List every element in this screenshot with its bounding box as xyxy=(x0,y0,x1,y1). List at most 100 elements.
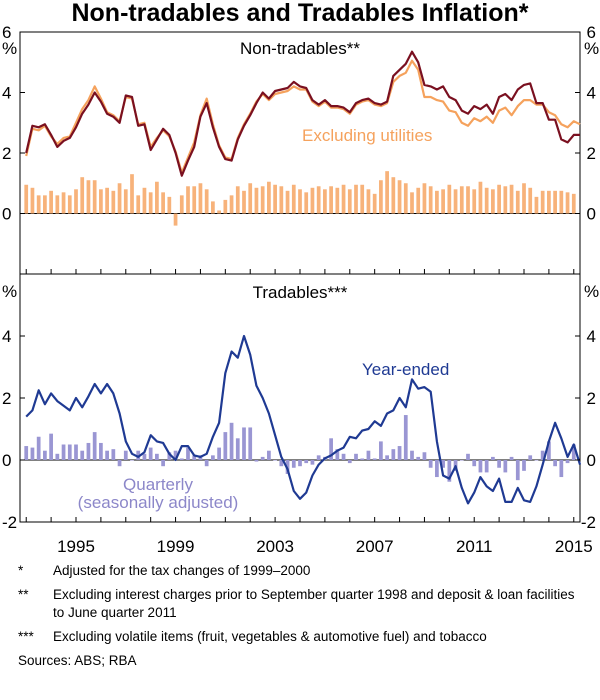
non-tradables-quarterly-bar xyxy=(279,186,284,214)
non-tradables-quarterly-bar xyxy=(74,189,78,214)
tradables-quarterly-bar xyxy=(223,432,228,460)
non-tradables-y-tick-right-0: 6 xyxy=(587,23,596,42)
non-tradables-quarterly-bar xyxy=(341,184,346,214)
non-tradables-quarterly-bar xyxy=(86,180,91,214)
non-tradables-quarterly-bar xyxy=(503,186,508,214)
x-tick-label-1999: 1999 xyxy=(157,537,195,556)
tradables-y-tick-left-2: 0 xyxy=(2,451,11,470)
non-tradables-quarterly-bar xyxy=(416,187,421,214)
tradables-panel-title: Tradables*** xyxy=(253,283,348,302)
non-tradables-panel-title: Non-tradables** xyxy=(240,39,360,58)
tradables-quarterly-bar xyxy=(515,460,520,481)
non-tradables-quarterly-bar xyxy=(360,184,365,214)
tradables-quarterly-bar xyxy=(403,415,408,460)
x-tick-label-2011: 2011 xyxy=(456,537,493,556)
non-tradables-quarterly-bar xyxy=(167,196,172,214)
tradables-quarterly-bar xyxy=(217,447,221,460)
non-tradables-quarterly-bar xyxy=(30,187,35,214)
non-tradables-quarterly-bar xyxy=(273,184,277,214)
non-tradables-quarterly-bar xyxy=(422,183,427,214)
non-tradables-quarterly-bar xyxy=(459,186,464,214)
tradables-quarterly-bar xyxy=(99,442,103,460)
non-tradables-quarterly-bar xyxy=(198,183,203,214)
tradables-panel: 4 4 2 2 0 0 -2 -2 Tradables*** % % Year-ended Q… xyxy=(2,282,599,532)
non-tradables-series-excluding-utilities-line xyxy=(25,59,581,174)
tradables-quarterly-bar xyxy=(298,460,302,467)
non-tradables-y-tick-left-2: 2 xyxy=(2,144,11,163)
quarterly-annotation: Quarterly xyxy=(123,475,193,494)
tradables-quarterly-bar xyxy=(466,453,470,460)
non-tradables-y-tick-right-2: 2 xyxy=(587,144,596,163)
bottom-left-unit-label: % xyxy=(2,282,17,301)
non-tradables-quarterly-bar xyxy=(372,193,377,214)
non-tradables-quarterly-bar xyxy=(254,187,259,214)
non-tradables-quarterly-bar xyxy=(179,195,184,214)
non-tradables-y-tick-left-0: 6 xyxy=(2,23,11,42)
tradables-quarterly-bar xyxy=(503,460,508,473)
footnote-2: ** Excluding interest charges prior to S… xyxy=(18,586,588,622)
non-tradables-quarterly-bar xyxy=(192,186,197,214)
chart-title: Non-tradables and Tradables Inflation* xyxy=(71,0,528,27)
tradables-quarterly-bar xyxy=(304,460,309,464)
tradables-quarterly-bar xyxy=(229,422,234,460)
x-tick-label-2007: 2007 xyxy=(356,537,394,556)
tradables-quarterly-bar xyxy=(509,456,514,460)
tradables-quarterly-bar xyxy=(472,460,477,467)
non-tradables-quarterly-bar xyxy=(441,189,445,214)
tradables-quarterly-bar xyxy=(254,460,259,462)
footnote-2-text: Excluding interest charges prior to Sept… xyxy=(53,587,575,620)
tradables-quarterly-bar xyxy=(86,442,91,460)
non-tradables-quarterly-bar xyxy=(547,190,551,214)
tradables-quarterly-bar xyxy=(161,460,165,467)
non-tradables-panel: 6 6 4 4 2 2 0 0 Non-tradables** % % Excluding u… xyxy=(2,23,599,226)
x-tick-label-2003: 2003 xyxy=(256,537,294,556)
tradables-quarterly-bar xyxy=(534,460,539,461)
tradables-quarterly-bar xyxy=(391,449,396,460)
non-tradables-quarterly-bar xyxy=(55,195,60,214)
tradables-quarterly-bar xyxy=(242,427,246,460)
non-tradables-quarterly-bar xyxy=(522,183,526,214)
tradables-quarterly-bar xyxy=(192,455,197,460)
tradables-quarterly-bar xyxy=(155,453,159,460)
non-tradables-quarterly-bar xyxy=(111,190,116,214)
non-tradables-series-year-ended-line xyxy=(25,50,580,177)
non-tradables-quarterly-bar xyxy=(173,213,178,226)
footnote-1: * Adjusted for the tax changes of 1999–2… xyxy=(18,562,588,580)
seasonally-adjusted-annotation: (seasonally adjusted) xyxy=(78,493,239,512)
non-tradables-y-tick-right-3: 0 xyxy=(587,205,596,224)
non-tradables-quarterly-bar xyxy=(391,177,396,214)
non-tradables-quarterly-bar xyxy=(211,201,215,214)
year-ended-annotation: Year-ended xyxy=(362,360,449,379)
non-tradables-quarterly-bar xyxy=(130,174,134,214)
tradables-quarterly-bar xyxy=(459,460,464,461)
non-tradables-y-tick-right-1: 4 xyxy=(587,84,596,103)
top-right-unit-label: % xyxy=(584,39,599,58)
non-tradables-quarterly-bar xyxy=(92,180,97,214)
tradables-quarterly-bar xyxy=(484,460,489,473)
tradables-quarterly-bar xyxy=(136,450,141,460)
tradables-quarterly-bar xyxy=(267,450,271,460)
x-axis: 1995 1999 2003 2007 2011 2015 xyxy=(25,269,593,556)
non-tradables-quarterly-bar xyxy=(316,186,321,214)
non-tradables-quarterly-bar xyxy=(117,183,122,214)
tradables-quarterly-bar xyxy=(347,460,352,464)
tradables-quarterly-bar xyxy=(372,458,377,460)
non-tradables-quarterly-bar xyxy=(229,195,234,214)
non-tradables-quarterly-bar xyxy=(323,189,327,214)
tradables-quarterly-bar xyxy=(366,450,371,460)
tradables-quarterly-bar xyxy=(123,450,128,460)
tradables-quarterly-bar xyxy=(173,450,178,460)
tradables-quarterly-bar xyxy=(447,460,452,482)
footnote-3-mark: *** xyxy=(18,629,34,644)
non-tradables-quarterly-bar xyxy=(123,189,128,214)
tradables-y-tick-right-0: 4 xyxy=(587,327,596,346)
footnote-1-mark: * xyxy=(18,563,24,578)
tradables-quarterly-bar xyxy=(260,456,265,460)
footnotes: * Adjusted for the tax changes of 1999–2… xyxy=(18,562,588,670)
tradables-quarterly-bar xyxy=(491,456,495,460)
tradables-quarterly-bar xyxy=(540,450,545,460)
tradables-quarterly-bar xyxy=(478,460,483,473)
bottom-right-unit-label: % xyxy=(584,282,599,301)
non-tradables-quarterly-bar xyxy=(285,190,290,214)
tradables-quarterly-bar xyxy=(49,433,53,460)
